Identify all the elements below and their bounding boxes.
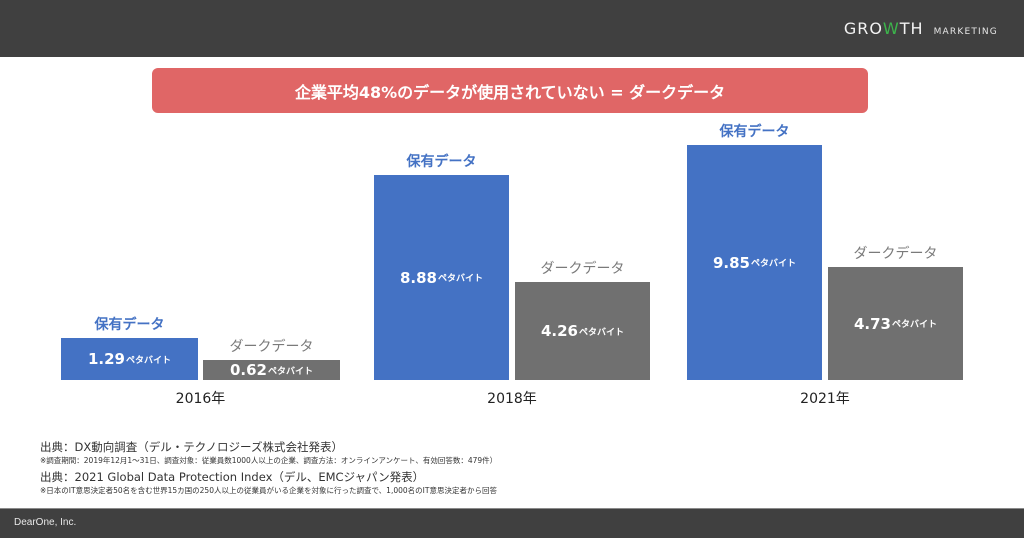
bar-unit-label: ペタバイト — [751, 259, 797, 269]
series-label: 保有データ — [719, 124, 790, 140]
bar-chart: 1.29 ペタバイト 保有データ 0.62 ペタバイト ダークデータ 2016年 8.88 ペタ… — [0, 115, 1024, 415]
source-2: 出典：2021 Global Data Protection Index（デル、… — [40, 470, 425, 484]
dark-data-bar-0: 0.62 ペタバイト — [203, 360, 340, 380]
bar-value-label: 1.29 — [87, 350, 125, 368]
series-label: 保有データ — [94, 317, 165, 333]
x-tick-label: 2016年 — [175, 391, 226, 407]
dark-data-bar-2: 4.73 ペタバイト — [828, 267, 963, 380]
headline-banner: 企業平均48%のデータが使用されていない = ダークデータ — [152, 68, 868, 113]
logo-wordmark: GROWTH — [844, 19, 924, 38]
source-1-detail: ※調査期間：2019年12月1～31日、調査対象：従業員数1000人以上の企業、… — [40, 456, 498, 465]
footer-bar: DearOne, Inc. — [0, 508, 1024, 538]
dark-data-bar-1: 4.26 ペタバイト — [515, 282, 650, 380]
series-label: ダークデータ — [229, 339, 314, 355]
series-label: ダークデータ — [540, 261, 625, 277]
bar-value-label: 0.62 — [229, 361, 267, 379]
bar-unit-label: ペタバイト — [579, 327, 625, 338]
bar-unit-label: ペタバイト — [438, 274, 484, 284]
x-tick-label: 2021年 — [800, 391, 850, 407]
held-data-bar-2: 9.85 ペタバイト — [687, 145, 822, 380]
series-label: 保有データ — [406, 154, 477, 170]
bar-unit-label: ペタバイト — [268, 366, 314, 377]
bar-unit-label: ペタバイト — [126, 355, 172, 366]
held-data-bar-0: 1.29 ペタバイト — [61, 338, 198, 380]
logo-text-post: TH — [899, 19, 924, 38]
bar-value-label: 9.85 — [712, 253, 750, 272]
source-1: 出典：DX動向調査（デル・テクノロジーズ株式会社発表） — [40, 440, 343, 454]
logo-subtitle: MARKETING — [933, 27, 998, 37]
logo-text-pre: GRO — [843, 19, 883, 38]
bar-unit-label: ペタバイト — [892, 320, 938, 330]
header-bar: GROWTH MARKETING — [0, 0, 1024, 57]
company-name: DearOne, Inc. — [14, 517, 77, 528]
bar-value-label: 8.88 — [399, 268, 437, 287]
x-tick-label: 2018年 — [487, 391, 537, 407]
headline-text: 企業平均48%のデータが使用されていない = ダークデータ — [294, 82, 726, 102]
bar-value-label: 4.73 — [853, 314, 891, 333]
logo-arrow-w: W — [882, 19, 900, 38]
series-label: ダークデータ — [853, 246, 938, 262]
bar-value-label: 4.26 — [540, 322, 578, 340]
source-2-detail: ※日本のIT意思決定者50名を含む世界15カ国の250人以上の従業員がいる企業を… — [40, 486, 497, 495]
growth-marketing-logo: GROWTH MARKETING — [844, 19, 998, 38]
held-data-bar-1: 8.88 ペタバイト — [374, 175, 509, 380]
source-notes: 出典：DX動向調査（デル・テクノロジーズ株式会社発表） ※調査期間：2019年1… — [40, 440, 1000, 500]
